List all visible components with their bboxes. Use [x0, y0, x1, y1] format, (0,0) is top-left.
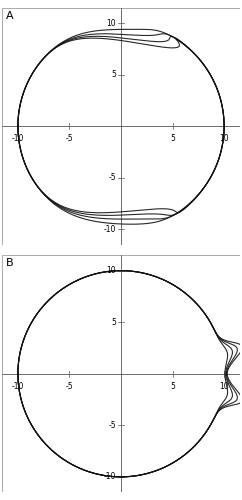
Text: 5: 5 — [111, 70, 116, 79]
Text: 10: 10 — [106, 266, 116, 275]
Text: -5: -5 — [108, 421, 116, 430]
Text: -10: -10 — [104, 472, 116, 482]
Text: 10: 10 — [106, 18, 116, 28]
Text: 5: 5 — [111, 318, 116, 326]
Text: -10: -10 — [12, 382, 24, 391]
Text: 10: 10 — [219, 134, 229, 143]
Text: 5: 5 — [170, 382, 175, 391]
Text: B: B — [6, 258, 13, 268]
Text: A: A — [6, 11, 13, 21]
Text: 10: 10 — [219, 382, 229, 391]
Text: 5: 5 — [170, 134, 175, 143]
Text: -10: -10 — [12, 134, 24, 143]
Text: -5: -5 — [108, 174, 116, 182]
Text: -5: -5 — [66, 382, 73, 391]
Text: -5: -5 — [66, 134, 73, 143]
Text: -10: -10 — [104, 225, 116, 234]
